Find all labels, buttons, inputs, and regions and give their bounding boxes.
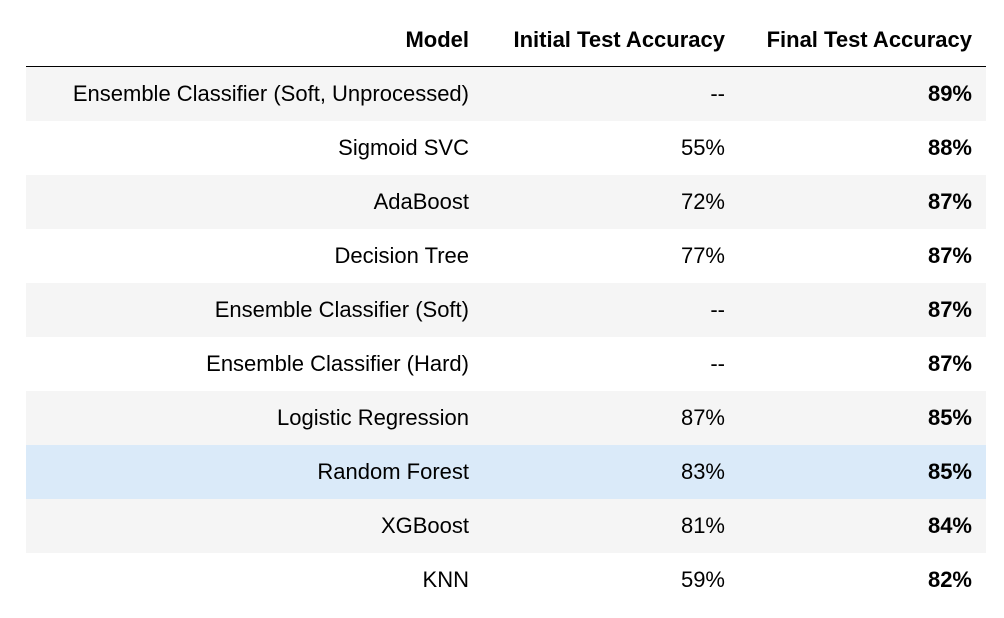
cell-model: Ensemble Classifier (Soft) [214,297,469,322]
table-row[interactable]: Decision Tree 77% 87% [26,229,986,283]
cell-initial-accuracy: -- [710,297,725,322]
table-row[interactable]: Ensemble Classifier (Hard) -- 87% [26,337,986,391]
cell-model: Logistic Regression [277,405,469,430]
table-row[interactable]: Logistic Regression 87% 85% [26,391,986,445]
cell-model: Ensemble Classifier (Hard) [206,351,469,376]
cell-initial-accuracy: 77% [680,243,725,268]
cell-final-accuracy: 88% [927,135,972,160]
cell-final-accuracy: 82% [927,567,972,592]
cell-initial-accuracy: 55% [680,135,725,160]
header-final-test-accuracy: Final Test Accuracy [739,14,986,67]
cell-model: Decision Tree [334,243,469,268]
cell-initial-accuracy: 72% [680,189,725,214]
header-model: Model [26,14,483,67]
cell-model: XGBoost [380,513,469,538]
table-row[interactable]: Ensemble Classifier (Soft, Unprocessed) … [26,66,986,121]
header-row: Model Initial Test Accuracy Final Test A… [26,14,986,67]
table-row[interactable]: Ensemble Classifier (Soft) -- 87% [26,283,986,337]
cell-final-accuracy: 87% [927,243,972,268]
cell-final-accuracy: 85% [927,405,972,430]
cell-model: AdaBoost [373,189,469,214]
cell-model: Sigmoid SVC [338,135,469,160]
table-row[interactable]: AdaBoost 72% 87% [26,175,986,229]
cell-initial-accuracy: 83% [680,459,725,484]
table-row-highlighted[interactable]: Random Forest 83% 85% [26,445,986,499]
results-table-container: Model Initial Test Accuracy Final Test A… [26,14,986,607]
table-row[interactable]: KNN 59% 82% [26,553,986,607]
cell-initial-accuracy: 87% [680,405,725,430]
cell-final-accuracy: 87% [927,297,972,322]
cell-final-accuracy: 87% [927,189,972,214]
cell-initial-accuracy: -- [710,81,725,106]
cell-final-accuracy: 85% [927,459,972,484]
table-header: Model Initial Test Accuracy Final Test A… [26,14,986,67]
cell-final-accuracy: 87% [927,351,972,376]
header-initial-test-accuracy: Initial Test Accuracy [483,14,739,67]
model-accuracy-table: Model Initial Test Accuracy Final Test A… [26,14,986,607]
cell-final-accuracy: 89% [927,81,972,106]
table-body: Ensemble Classifier (Soft, Unprocessed) … [26,66,986,607]
cell-initial-accuracy: 81% [680,513,725,538]
cell-final-accuracy: 84% [927,513,972,538]
cell-initial-accuracy: 59% [680,567,725,592]
table-row[interactable]: Sigmoid SVC 55% 88% [26,121,986,175]
table-row[interactable]: XGBoost 81% 84% [26,499,986,553]
cell-model: KNN [422,567,469,592]
cell-initial-accuracy: -- [710,351,725,376]
cell-model: Ensemble Classifier (Soft, Unprocessed) [72,81,469,106]
cell-model: Random Forest [317,459,469,484]
